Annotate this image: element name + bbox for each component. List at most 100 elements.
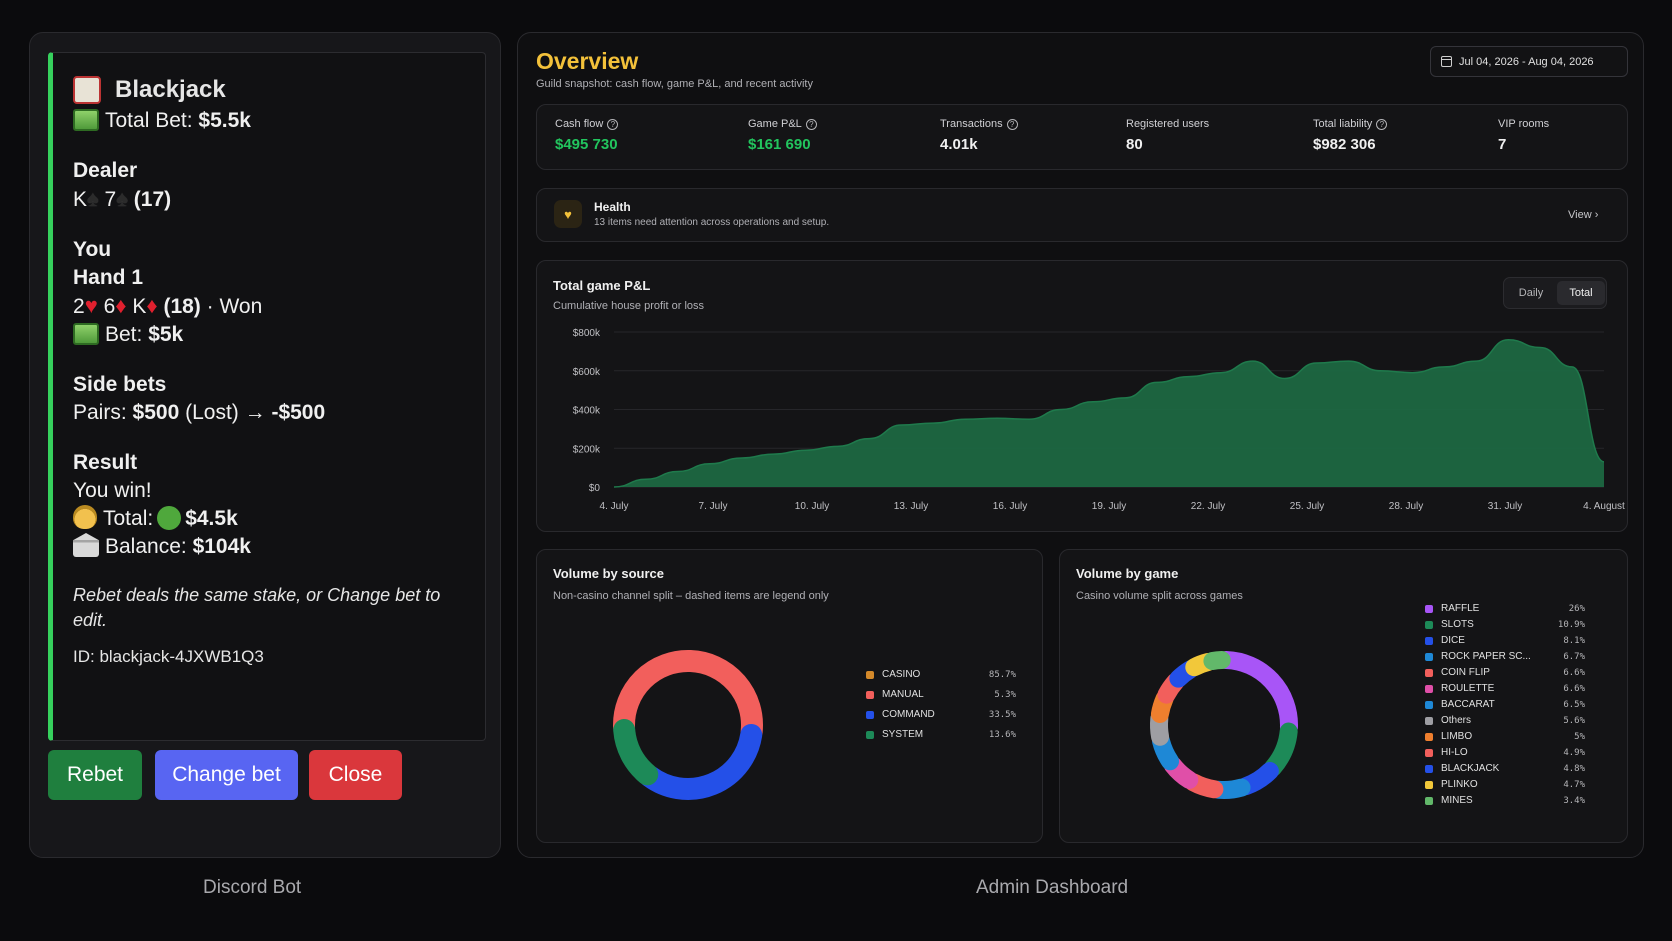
y-tick-label: $0: [589, 483, 601, 494]
hand-bet-line: Bet: $5k: [73, 321, 463, 349]
kpi-transactions: Transactions? 4.01k: [940, 118, 1018, 153]
legend-value: 5.3%: [994, 689, 1016, 700]
legend-label: MINES: [1441, 795, 1473, 806]
health-card[interactable]: [536, 188, 1628, 242]
help-icon[interactable]: ?: [805, 118, 817, 130]
toggle-total[interactable]: Total: [1557, 281, 1605, 305]
legend-item[interactable]: HI-LO 4.9%: [1425, 747, 1585, 758]
hint-text: Rebet deals the same stake, or Change be…: [73, 585, 441, 630]
legend-label: Others: [1441, 715, 1472, 726]
volume-game-card: [1059, 549, 1628, 843]
cash-icon: [73, 323, 99, 345]
donut-segment[interactable]: [1263, 722, 1298, 777]
kpi-total-liability: Total liability? $982 306: [1313, 118, 1388, 153]
donut-segment[interactable]: [638, 723, 763, 800]
change-bet-button[interactable]: Change bet: [155, 750, 298, 800]
x-tick-label: 28. July: [1389, 501, 1423, 512]
legend-item[interactable]: CASINO 85.7%: [866, 669, 1016, 680]
y-tick-label: $800k: [573, 328, 601, 339]
x-tick-label: 16. July: [993, 501, 1027, 512]
legend-value: 8.1%: [1563, 635, 1585, 646]
diamond-icon: ♦: [146, 293, 158, 318]
x-tick-label: 13. July: [894, 501, 928, 512]
legend-item[interactable]: COMMAND 33.5%: [866, 709, 1016, 720]
legend-value: 6.5%: [1563, 699, 1585, 710]
legend-label: ROULETTE: [1441, 683, 1495, 694]
legend-value: 6.6%: [1563, 667, 1585, 678]
legend-item[interactable]: Others 5.6%: [1425, 715, 1585, 726]
legend-label: COIN FLIP: [1441, 667, 1490, 678]
legend-item[interactable]: ROULETTE 6.6%: [1425, 683, 1585, 694]
you-heading: You: [73, 238, 112, 261]
page-title: Overview: [536, 48, 639, 74]
pnl-area: [614, 339, 1604, 487]
legend-item[interactable]: RAFFLE 26%: [1425, 603, 1585, 614]
donut-segment[interactable]: [613, 650, 763, 743]
legend-item[interactable]: SYSTEM 13.6%: [866, 729, 1016, 740]
spade-icon: ♠: [87, 186, 99, 211]
help-icon[interactable]: ?: [607, 118, 619, 130]
cash-icon: [73, 109, 99, 131]
legend-swatch: [1425, 652, 1433, 661]
x-tick-label: 4. August: [1583, 501, 1625, 512]
legend-label: PLINKO: [1441, 779, 1478, 790]
x-tick-label: 25. July: [1290, 501, 1324, 512]
embed-title: Blackjack: [73, 73, 463, 107]
legend-value: 85.7%: [988, 669, 1016, 680]
legend-swatch: [1425, 604, 1433, 613]
close-button[interactable]: Close: [309, 750, 402, 800]
legend-label: HI-LO: [1441, 747, 1468, 758]
legend-item[interactable]: DICE 8.1%: [1425, 635, 1585, 646]
page-subtitle: Guild snapshot: cash flow, game P&L, and…: [536, 78, 813, 90]
help-icon[interactable]: ?: [1006, 118, 1018, 130]
discord-caption: Discord Bot: [203, 877, 302, 898]
side-bets-heading: Side bets: [73, 373, 167, 396]
dealer-hand: K♠ 7♠ (17): [73, 186, 172, 211]
kpi-game-pnl: Game P&L? $161 690: [748, 118, 817, 153]
legend-item[interactable]: BACCARAT 6.5%: [1425, 699, 1585, 710]
result-heading: Result: [73, 451, 138, 474]
legend-swatch: [1425, 668, 1433, 677]
balance-line: Balance: $104k: [73, 533, 463, 561]
money-bag-icon: [73, 505, 97, 529]
y-tick-label: $600k: [573, 367, 601, 378]
volume-source-donut: [613, 650, 763, 800]
volume-source-title: Volume by source: [553, 566, 665, 581]
health-view-link[interactable]: View ›: [1568, 209, 1599, 221]
legend-item[interactable]: MANUAL 5.3%: [866, 689, 1016, 700]
legend-label: SLOTS: [1441, 619, 1474, 630]
toggle-daily[interactable]: Daily: [1518, 287, 1544, 299]
donut-segment[interactable]: [1203, 651, 1231, 671]
player-hand: 2♥ 6♦ K♦ (18) · Won: [73, 293, 263, 318]
legend-item[interactable]: MINES 3.4%: [1425, 795, 1585, 806]
legend-item[interactable]: SLOTS 10.9%: [1425, 619, 1585, 630]
volume-source-subtitle: Non-casino channel split – dashed items …: [553, 590, 829, 602]
health-subtitle: 13 items need attention across operation…: [594, 217, 830, 228]
donut-segment[interactable]: [1217, 651, 1298, 737]
legend-value: 5.6%: [1563, 715, 1585, 726]
result-text: You win!: [73, 479, 152, 502]
volume-game-subtitle: Casino volume split across games: [1076, 590, 1243, 602]
legend-item[interactable]: PLINKO 4.7%: [1425, 779, 1585, 790]
legend-label: BACCARAT: [1441, 699, 1495, 710]
legend-item[interactable]: BLACKJACK 4.8%: [1425, 763, 1585, 774]
legend-item[interactable]: COIN FLIP 6.6%: [1425, 667, 1585, 678]
pnl-title: Total game P&L: [553, 278, 651, 293]
rebet-button[interactable]: Rebet: [48, 750, 142, 800]
legend-value: 6.7%: [1563, 651, 1585, 662]
legend-item[interactable]: LIMBO 5%: [1425, 731, 1585, 742]
legend-item[interactable]: ROCK PAPER SC... 6.7%: [1425, 651, 1585, 662]
kpi-vip-rooms: VIP rooms 7: [1498, 118, 1550, 153]
volume-game-donut: [1150, 651, 1298, 799]
legend-label: CASINO: [882, 669, 921, 680]
legend-value: 26%: [1568, 603, 1585, 614]
date-range-picker[interactable]: Jul 04, 2026 - Aug 04, 2026: [1430, 46, 1628, 77]
legend-label: BLACKJACK: [1441, 763, 1500, 774]
help-icon[interactable]: ?: [1376, 118, 1388, 130]
donut-segment[interactable]: [613, 719, 659, 786]
volume-game-title: Volume by game: [1076, 566, 1179, 581]
total-line: Total: $4.5k: [73, 505, 463, 533]
legend-label: ROCK PAPER SC...: [1441, 651, 1531, 662]
spade-icon: ♠: [116, 186, 128, 211]
legend-label: RAFFLE: [1441, 603, 1480, 614]
